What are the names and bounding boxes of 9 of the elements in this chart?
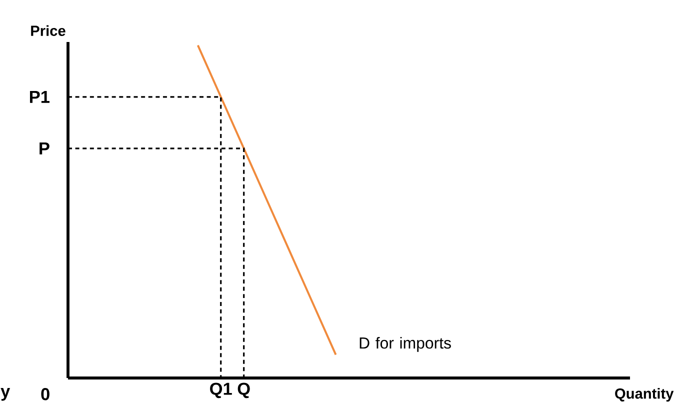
x-tick-label: Q1 [210, 382, 232, 398]
text: Price [31, 25, 66, 36]
text: 0 [41, 388, 50, 400]
ref-line-label: P [40, 142, 50, 154]
x-tick-label: Q [238, 382, 250, 398]
text: D for imports [360, 336, 451, 352]
ref-line-label: P1 [30, 90, 50, 103]
text: y [0, 388, 10, 401]
text: Quantity [615, 388, 674, 402]
